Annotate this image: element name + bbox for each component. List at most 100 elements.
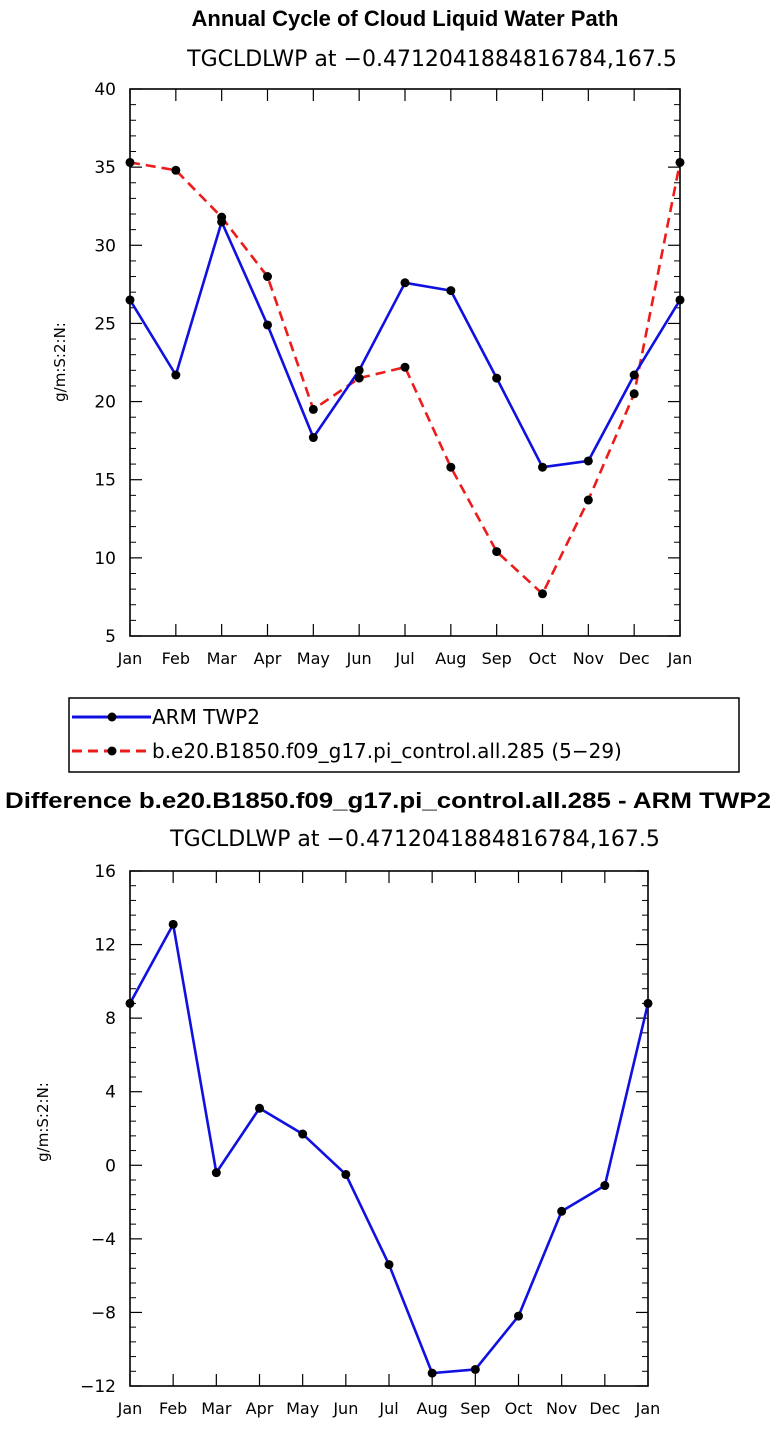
data-point <box>341 1169 351 1179</box>
chart-bottom: Difference b.e20.B1850.f09_g17.pi_contro… <box>5 788 771 1418</box>
legend-marker <box>107 712 117 722</box>
x-tick-label: Apr <box>246 1399 274 1418</box>
legend-label: b.e20.B1850.f09_g17.pi_control.all.285 (… <box>152 739 622 763</box>
chart-title: Annual Cycle of Cloud Liquid Water Path <box>192 6 619 31</box>
data-point <box>629 370 639 380</box>
data-point <box>255 1103 264 1113</box>
y-tick-label: 4 <box>105 1083 116 1103</box>
data-point <box>557 1206 567 1216</box>
data-point <box>171 370 181 380</box>
y-tick-label: 10 <box>94 549 116 569</box>
y-tick-label: 16 <box>94 862 116 882</box>
y-tick-label: 12 <box>94 936 116 956</box>
y-tick-label: 35 <box>94 158 116 178</box>
y-tick-label: 5 <box>105 627 116 647</box>
data-point <box>446 286 456 296</box>
x-tick-label: Jan <box>117 1399 143 1418</box>
data-point <box>514 1311 523 1321</box>
data-point <box>125 998 135 1008</box>
plot-frame <box>129 88 681 637</box>
data-point <box>125 157 135 167</box>
x-tick-label: Sep <box>460 1399 490 1418</box>
x-tick-label: May <box>286 1399 319 1418</box>
x-tick-label: Feb <box>162 649 190 668</box>
x-tick-label: Jul <box>378 1399 398 1418</box>
y-tick-label: 8 <box>105 1009 116 1029</box>
series-line <box>128 220 682 469</box>
y-tick-label: −12 <box>80 1377 116 1397</box>
chart-top: Annual Cycle of Cloud Liquid Water Path … <box>51 6 692 668</box>
x-tick-label: Aug <box>435 649 466 668</box>
data-point <box>217 212 227 222</box>
data-point <box>354 365 364 375</box>
data-point <box>354 373 364 383</box>
data-point <box>384 1260 394 1270</box>
data-point <box>675 157 685 167</box>
x-tick-label: Dec <box>589 1399 620 1418</box>
data-point <box>492 373 502 383</box>
y-axis-label: g/m:S:2:N: <box>34 1082 52 1162</box>
x-tick-label: Jun <box>346 649 372 668</box>
legend-box <box>68 697 740 773</box>
data-point <box>168 919 178 929</box>
chart-title: Difference b.e20.B1850.f09_g17.pi_contro… <box>5 788 771 813</box>
data-point <box>583 456 593 466</box>
x-tick-label: Jul <box>394 649 414 668</box>
data-point <box>427 1368 437 1378</box>
data-point <box>298 1129 308 1139</box>
data-point <box>308 404 318 414</box>
x-tick-label: May <box>297 649 330 668</box>
y-tick-label: −4 <box>91 1230 116 1250</box>
data-point <box>538 462 547 472</box>
y-tick-label: −8 <box>91 1303 116 1323</box>
x-tick-label: Oct <box>529 649 557 668</box>
data-point <box>538 589 547 599</box>
data-point <box>171 165 181 175</box>
legend-item: ARM TWP2 <box>72 705 260 729</box>
x-tick-label: Feb <box>159 1399 187 1418</box>
x-tick-label: Nov <box>546 1399 577 1418</box>
data-point <box>492 547 502 557</box>
data-point <box>583 495 593 505</box>
y-tick-label: 20 <box>94 393 116 413</box>
x-tick-label: Mar <box>201 1399 232 1418</box>
data-point <box>675 295 685 305</box>
data-point <box>643 998 653 1008</box>
x-tick-label: Mar <box>207 649 238 668</box>
data-point <box>263 272 272 282</box>
legend-item: b.e20.B1850.f09_g17.pi_control.all.285 (… <box>72 739 622 763</box>
x-tick-label: Jun <box>332 1399 358 1418</box>
data-point <box>308 433 318 443</box>
data-point <box>263 320 272 330</box>
data-point <box>400 362 410 372</box>
legend-label: ARM TWP2 <box>152 705 260 729</box>
plot-area: Jan Feb Mar Apr May Jun Jul Aug Sep Oct Nov Dec Jan5… <box>94 80 692 668</box>
y-axis-label: g/m:S:2:N: <box>51 322 69 402</box>
y-tick-label: 25 <box>94 314 116 334</box>
legend: ARM TWP2 b.e20.B1850.f09_g17.pi_control.… <box>68 697 740 773</box>
y-tick-label: 15 <box>94 471 116 491</box>
y-tick-label: 0 <box>105 1156 116 1176</box>
x-tick-label: Dec <box>619 649 650 668</box>
x-tick-label: Oct <box>505 1399 533 1418</box>
x-tick-label: Sep <box>482 649 512 668</box>
y-tick-label: 40 <box>94 80 116 100</box>
data-point <box>400 278 410 288</box>
x-tick-label: Jan <box>667 649 693 668</box>
data-point <box>446 462 456 472</box>
legend-marker <box>107 746 117 756</box>
chart-subtitle: TGCLDLWP at −0.4712041884816784,167.5 <box>169 827 660 852</box>
data-point <box>211 1168 221 1178</box>
x-tick-label: Aug <box>417 1399 448 1418</box>
series-line <box>128 923 650 1375</box>
x-tick-label: Nov <box>573 649 604 668</box>
data-point <box>470 1364 480 1374</box>
data-point <box>600 1181 610 1191</box>
plot-area: Jan Feb Mar Apr May Jun Jul Aug Sep Oct Nov Dec Jan−… <box>80 862 660 1418</box>
data-point <box>125 295 135 305</box>
series-line <box>129 161 682 596</box>
data-point <box>629 389 639 399</box>
y-tick-label: 30 <box>94 236 116 256</box>
x-tick-label: Apr <box>254 649 282 668</box>
